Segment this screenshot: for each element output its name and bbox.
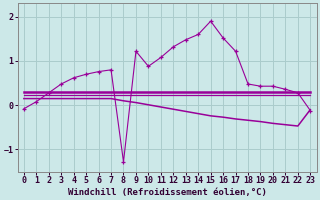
X-axis label: Windchill (Refroidissement éolien,°C): Windchill (Refroidissement éolien,°C) [68, 188, 267, 197]
